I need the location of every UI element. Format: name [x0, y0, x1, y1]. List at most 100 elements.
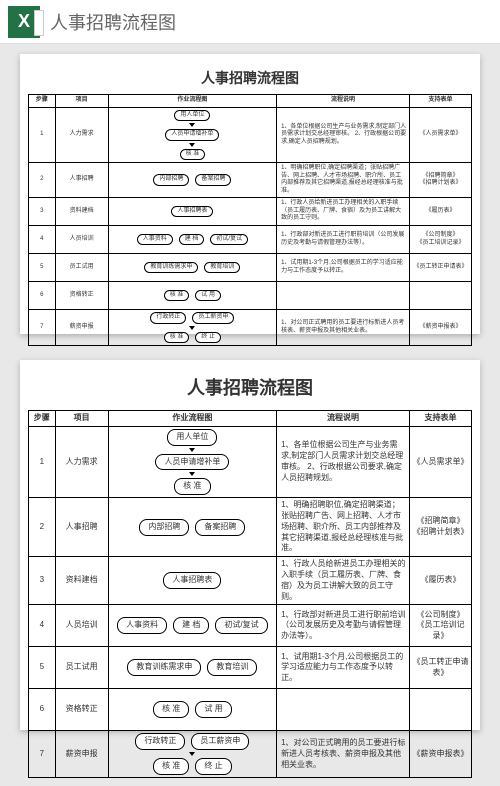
doc-title: 人事招聘流程图 [28, 68, 472, 88]
cell: 《薪资申报表》 [409, 731, 471, 778]
cell: 人力需求 [55, 107, 108, 163]
cell: 7 [29, 310, 56, 346]
table-row: 3资料建档人事招聘表1、行政人员给新进员工办理相关的入职手续（员工履历表、厂牌、… [29, 198, 472, 226]
cell: 1 [29, 426, 56, 497]
cell: 3 [29, 557, 56, 605]
th-flow: 作业流程图 [108, 95, 276, 108]
cell: 《履历表》 [409, 198, 471, 226]
cell: 薪资申报 [55, 310, 108, 346]
table-row: 6资格转正核 准试 用 [29, 282, 472, 310]
cell: 人事招聘 [55, 498, 108, 557]
cell: 《人员需求单》 [409, 107, 471, 163]
table-row: 3资料建档人事招聘表1、行政人员给新进员工办理相关的入职手续（员工履历表、厂牌、… [29, 557, 472, 605]
table-row: 2人事招聘内部招聘备案招聘1、明确招聘职位,确定招聘渠道；张贴招聘广告、网上招聘… [29, 163, 472, 198]
cell: 1、各单位根据公司生产与业务需求,制定部门人员需求计划交总经理审核。 2、行政根… [277, 426, 410, 497]
cell: 人事招聘 [55, 163, 108, 198]
cell: 用人单位人员申请增补单核 准 [108, 107, 276, 163]
cell [277, 689, 410, 731]
cell: 教育训练需求申教育培训 [108, 647, 276, 689]
table-row: 2人事招聘内部招聘备案招聘1、明确招聘职位,确定招聘渠道；张贴招聘广告、网上招聘… [29, 498, 472, 557]
table-row: 7薪资申报行政转正员工薪资申核 准终 止1、对公司正式聘用的员工要进行标新进人员… [29, 731, 472, 778]
cell: 7 [29, 731, 56, 778]
cell: 《薪资申报表》 [409, 310, 471, 346]
th-step: 步骤 [29, 411, 56, 427]
table-row: 4人员培训人事资料建 档初试/复试1、行政部对新进员工进行职前培训（公司发展历史… [29, 226, 472, 254]
cell: 2 [29, 498, 56, 557]
cell: 1、试用期1-3个月,公司根据员工的学习适应能力与工作态度予以转正。 [277, 254, 410, 282]
th-form: 支持表单 [409, 411, 471, 427]
cell: 5 [29, 647, 56, 689]
cell: 6 [29, 689, 56, 731]
cell [277, 282, 410, 310]
table-row: 5员工试用教育训练需求申教育培训1、试用期1-3个月,公司根据员工的学习适应能力… [29, 647, 472, 689]
cell: 1、行政人员给新进员工办理相关的入职手续（员工履历表、厂牌、食宿）及为员工讲解大… [277, 557, 410, 605]
cell: 《公司制度》 《员工培训记录》 [409, 226, 471, 254]
cell: 员工试用 [55, 647, 108, 689]
cell: 1、明确招聘职位,确定招聘渠道；张贴招聘广告、网上招聘、人才市场招聘、职介所、员… [277, 163, 410, 198]
cell: 1、试用期1-3个月,公司根据员工的学习适应能力与工作态度予以转正。 [277, 647, 410, 689]
cell: 6 [29, 282, 56, 310]
cell: 3 [29, 198, 56, 226]
cell: 《员工转正申请表》 [409, 254, 471, 282]
cell: 薪资申报 [55, 731, 108, 778]
th-item: 项目 [55, 95, 108, 108]
cell: 1、行政部对新进员工进行职前培训（公司发展历史及考勤与请假管理办法等）。 [277, 605, 410, 647]
cell: 《招聘简章》 《招聘计划表》 [409, 498, 471, 557]
document-preview-bottom: 人事招聘流程图 步骤 项目 作业流程图 流程说明 支持表单 1人力需求用人单位人… [20, 360, 480, 730]
cell: 资格转正 [55, 689, 108, 731]
cell: 核 准试 用 [108, 282, 276, 310]
cell: 1 [29, 107, 56, 163]
cell: 资格转正 [55, 282, 108, 310]
table-row: 1人力需求用人单位人员申请增补单核 准1、各单位根据公司生产与业务需求,制定部门… [29, 107, 472, 163]
app-header: 人事招聘流程图 [0, 0, 500, 44]
table-row: 4人员培训人事资料建 档初试/复试1、行政部对新进员工进行职前培训（公司发展历史… [29, 605, 472, 647]
th-step: 步骤 [29, 95, 56, 108]
excel-icon [8, 6, 40, 38]
cell: 5 [29, 254, 56, 282]
th-desc: 流程说明 [277, 95, 410, 108]
header-title: 人事招聘流程图 [50, 9, 176, 35]
cell: 1、对公司正式聘用的员工要进行标新进人员考核表、薪资申报及其他相关业表。 [277, 310, 410, 346]
cell: 1、对公司正式聘用的员工要进行标新进人员考核表、薪资申报及其他相关业表。 [277, 731, 410, 778]
th-desc: 流程说明 [277, 411, 410, 427]
table-row: 7薪资申报行政转正员工薪资申核 准终 止1、对公司正式聘用的员工要进行标新进人员… [29, 310, 472, 346]
cell: 人事资料建 档初试/复试 [108, 226, 276, 254]
cell: 资料建档 [55, 557, 108, 605]
cell: 员工试用 [55, 254, 108, 282]
cell: 资料建档 [55, 198, 108, 226]
table-row: 6资格转正核 准试 用 [29, 689, 472, 731]
th-flow: 作业流程图 [108, 411, 276, 427]
cell: 人员培训 [55, 226, 108, 254]
cell: 2 [29, 163, 56, 198]
table-row: 5员工试用教育训练需求申教育培训1、试用期1-3个月,公司根据员工的学习适应能力… [29, 254, 472, 282]
cell: 行政转正员工薪资申核 准终 止 [108, 310, 276, 346]
th-item: 项目 [55, 411, 108, 427]
cell: 用人单位人员申请增补单核 准 [108, 426, 276, 497]
cell: 《员工转正申请表》 [409, 647, 471, 689]
cell: 4 [29, 226, 56, 254]
cell: 《人员需求单》 [409, 426, 471, 497]
cell: 《招聘简章》 《招聘计划表》 [409, 163, 471, 198]
cell: 人事资料建 档初试/复试 [108, 605, 276, 647]
cell: 1、行政人员给新进员工办理相关的入职手续（员工履历表、厂牌、食宿）及为员工讲解大… [277, 198, 410, 226]
cell: 行政转正员工薪资申核 准终 止 [108, 731, 276, 778]
flow-table-large: 步骤 项目 作业流程图 流程说明 支持表单 1人力需求用人单位人员申请增补单核 … [28, 410, 472, 778]
cell: 《公司制度》 《员工培训记录》 [409, 605, 471, 647]
cell: 1、明确招聘职位,确定招聘渠道；张贴招聘广告、网上招聘、人才市场招聘、职介所、员… [277, 498, 410, 557]
cell: 人员培训 [55, 605, 108, 647]
cell [409, 282, 471, 310]
cell: 人力需求 [55, 426, 108, 497]
cell: 内部招聘备案招聘 [108, 163, 276, 198]
table-row: 1人力需求用人单位人员申请增补单核 准1、各单位根据公司生产与业务需求,制定部门… [29, 426, 472, 497]
cell [409, 689, 471, 731]
cell: 内部招聘备案招聘 [108, 498, 276, 557]
doc-title-large: 人事招聘流程图 [28, 374, 472, 400]
cell: 1、各单位根据公司生产与业务需求,制定部门人员需求计划交总经理审核。 2、行政根… [277, 107, 410, 163]
cell: 核 准试 用 [108, 689, 276, 731]
cell: 1、行政部对新进员工进行职前培训（公司发展历史及考勤与请假管理办法等）。 [277, 226, 410, 254]
cell: 《履历表》 [409, 557, 471, 605]
th-form: 支持表单 [409, 95, 471, 108]
cell: 4 [29, 605, 56, 647]
cell: 人事招聘表 [108, 198, 276, 226]
document-preview-top: 人事招聘流程图 步骤 项目 作业流程图 流程说明 支持表单 1人力需求用人单位人… [20, 54, 480, 334]
